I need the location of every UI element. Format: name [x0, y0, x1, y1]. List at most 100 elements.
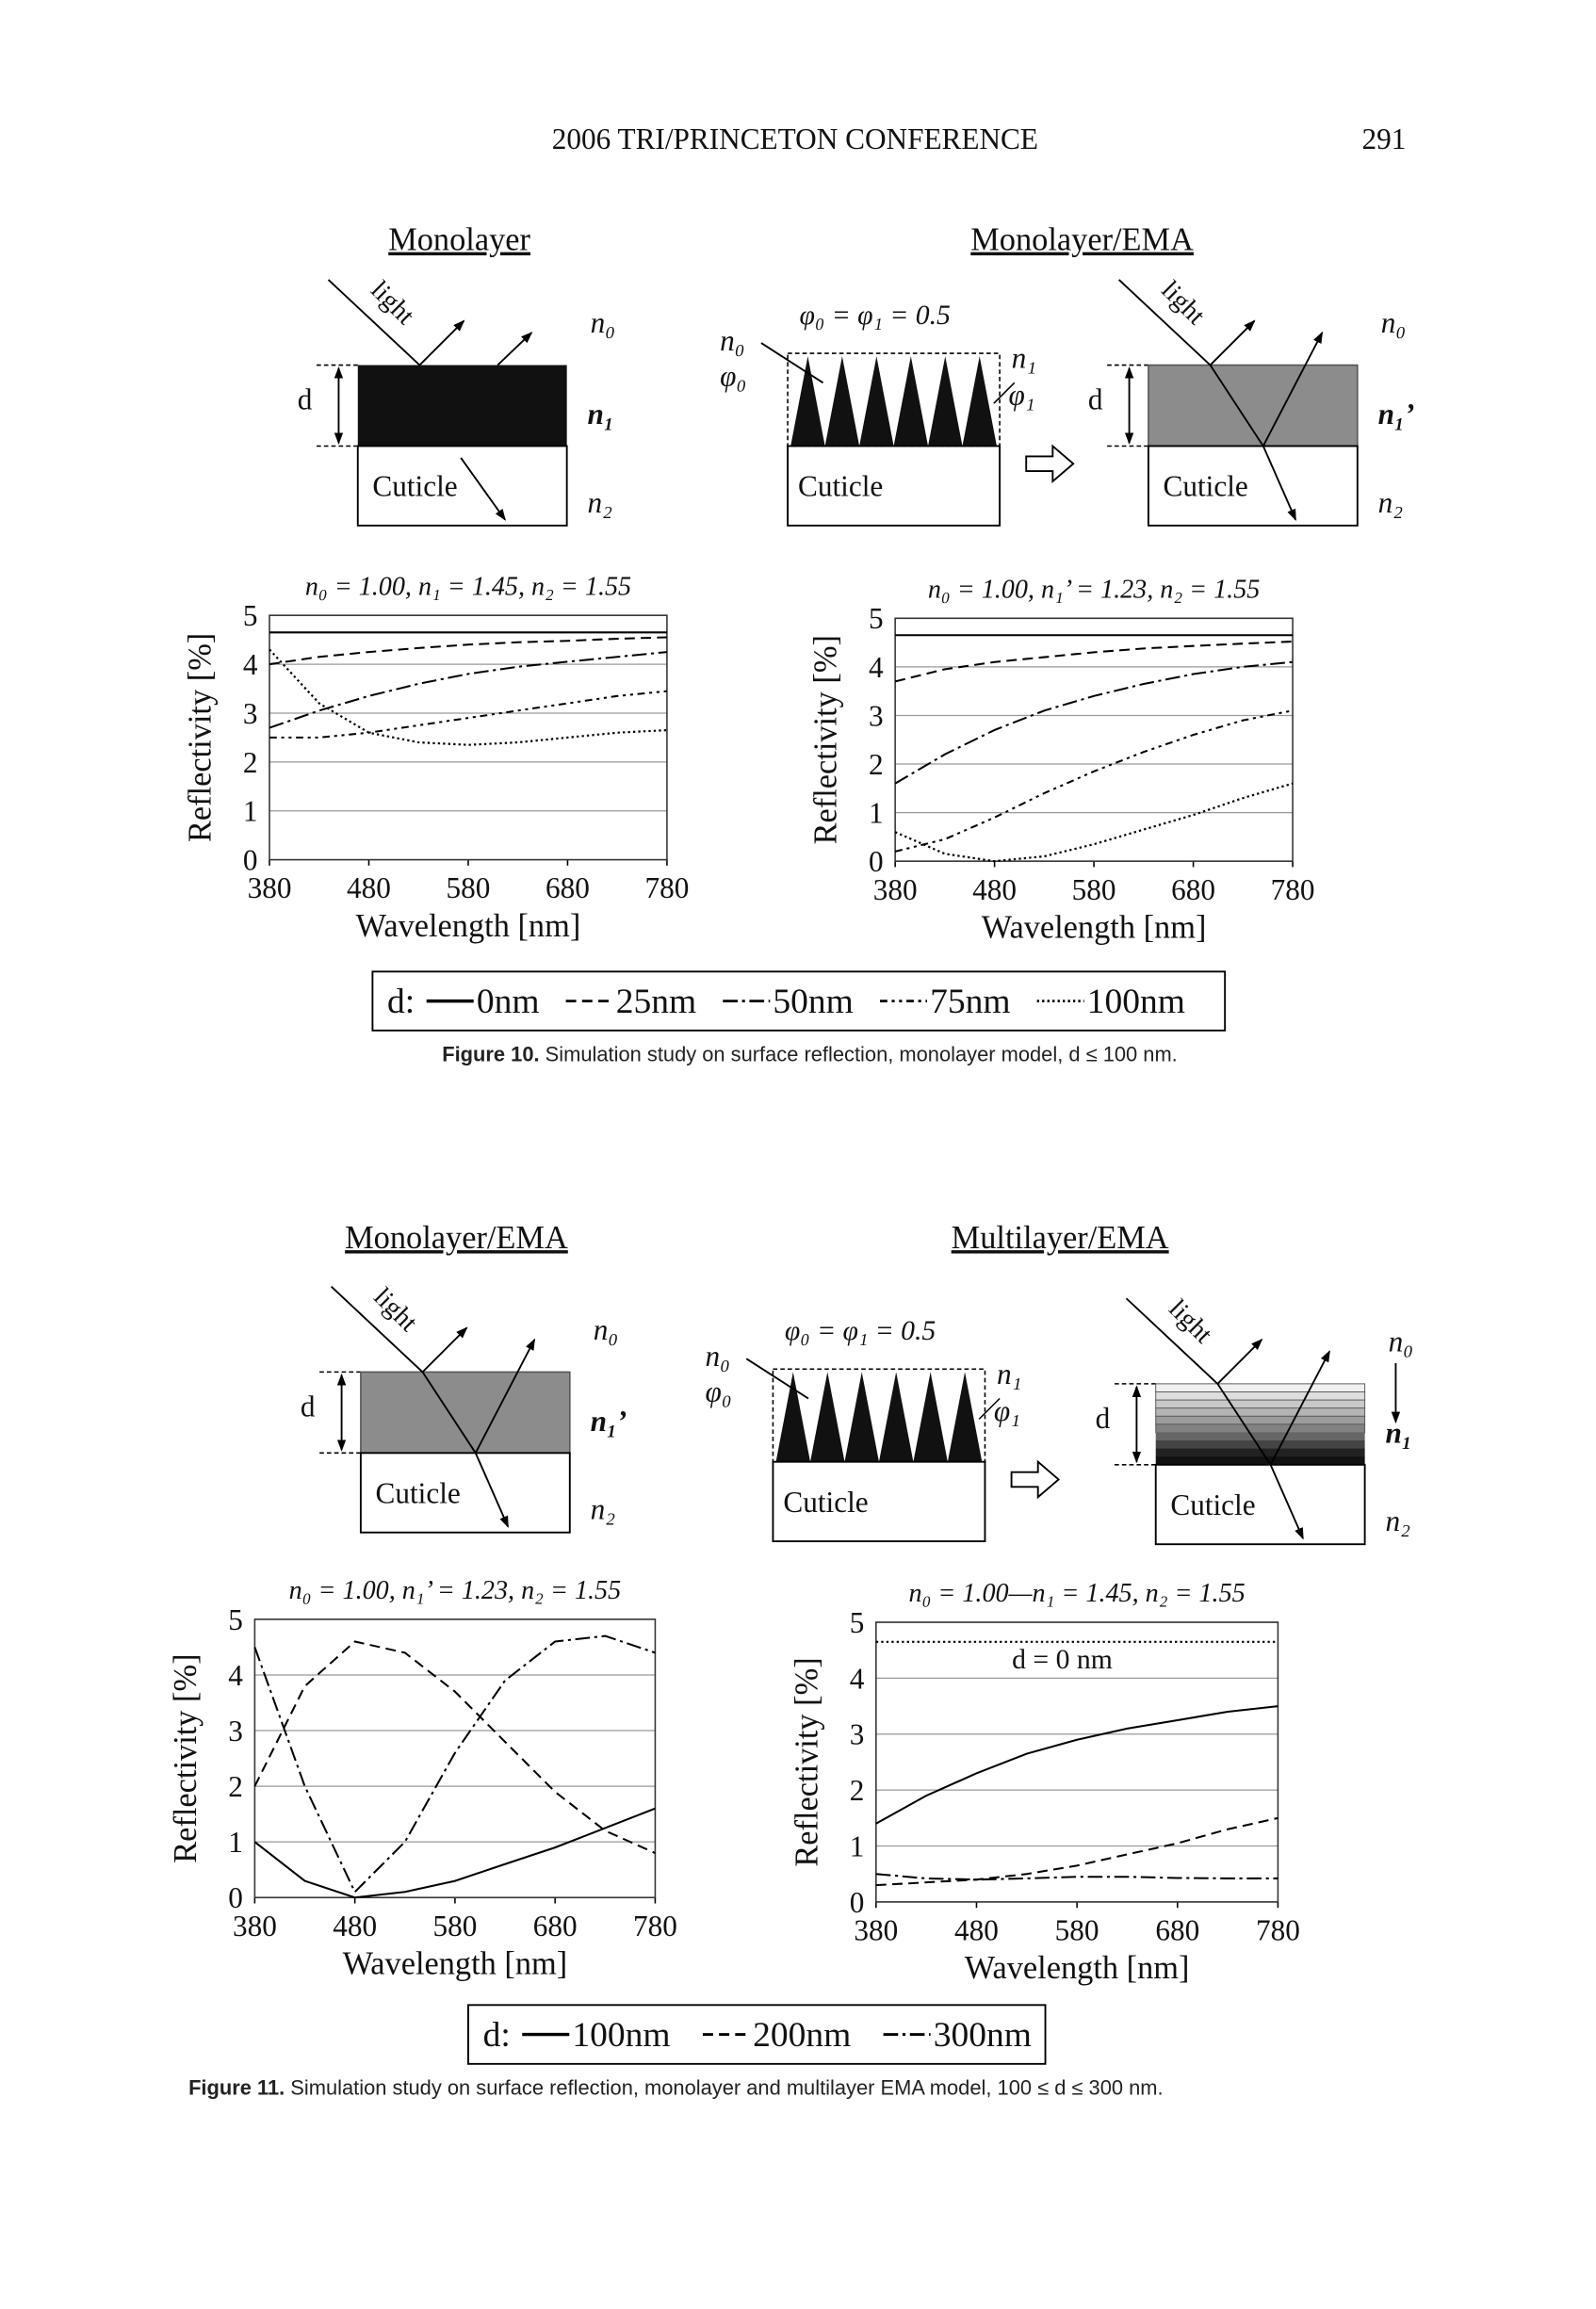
series-line	[253, 1640, 656, 1854]
x-tick-label: 580	[447, 871, 491, 904]
y-tick-label: 5	[869, 602, 884, 635]
series-line	[253, 1807, 656, 1899]
x-tick-label: 780	[1271, 873, 1315, 906]
series-line	[269, 651, 668, 729]
legend-label: 25nm	[616, 983, 696, 1021]
label: Cuticle	[372, 470, 457, 503]
line	[421, 1371, 477, 1454]
legend-box	[371, 970, 1227, 1032]
series-line	[875, 1816, 1278, 1887]
x-tick-label: 480	[954, 1914, 999, 1947]
legend-label: 75nm	[930, 983, 1010, 1021]
line	[760, 342, 824, 384]
y-tick-label: 0	[228, 1881, 243, 1914]
line	[1216, 1338, 1263, 1385]
unit-cell	[787, 352, 1001, 447]
line	[1262, 331, 1324, 447]
label: φ₀ = φ₁ = 0.5	[785, 1316, 936, 1346]
series-line	[894, 640, 1294, 683]
label: Monolayer	[388, 222, 530, 258]
caption: Figure 10. Simulation study on surface r…	[220, 1039, 1398, 1070]
y-tick-label: 4	[228, 1659, 243, 1692]
label-bg	[1005, 1643, 1119, 1677]
y-tick-label: 5	[850, 1606, 865, 1639]
line	[1216, 1383, 1272, 1466]
x-tick-label: 380	[873, 873, 918, 906]
layer-stripe	[1155, 1423, 1366, 1434]
x-tick-label: 680	[533, 1910, 578, 1943]
x-tick-label: 580	[432, 1910, 477, 1943]
caption-box: Figure 11. Simulation study on surface r…	[188, 2075, 1164, 2100]
series-label: d = 0 nm	[1012, 1645, 1113, 1675]
chart-title: n₀ = 1.00, n₁’ = 1.23, n₂ = 1.55	[928, 575, 1260, 604]
y-tick-label: 2	[228, 1770, 243, 1803]
y-tick-label: 1	[243, 795, 258, 828]
x-tick-label: 680	[1171, 873, 1215, 906]
line	[460, 457, 506, 521]
layer-stripe	[1155, 1391, 1366, 1402]
line	[327, 279, 421, 366]
page-number: 291	[1361, 122, 1406, 155]
x-tick-label: 680	[546, 871, 590, 904]
x-tick-label: 480	[972, 873, 1017, 906]
label: n₀	[594, 1313, 619, 1346]
legend-label: 100nm	[572, 2016, 670, 2055]
label: φ₀ = φ₁ = 0.5	[800, 301, 951, 331]
x-axis-label: Wavelength [nm]	[343, 1945, 568, 1981]
plot-frame	[269, 614, 668, 861]
line	[474, 1452, 510, 1528]
substrate	[1154, 1463, 1366, 1546]
y-tick-label: 3	[243, 697, 258, 730]
label: d	[298, 382, 313, 415]
y-tick-label: 3	[850, 1718, 865, 1751]
line	[993, 382, 1016, 404]
line	[418, 319, 465, 366]
legend-label: 200nm	[753, 2016, 851, 2055]
label: n₀	[1389, 1325, 1414, 1358]
label: Multilayer/EMA	[952, 1220, 1169, 1256]
caption-label: Figure 10.	[442, 1042, 540, 1066]
series-line	[269, 636, 667, 666]
line	[1262, 446, 1297, 522]
layer-stripe	[1155, 1456, 1365, 1466]
legend-title: d:	[483, 2016, 511, 2055]
series-line	[269, 690, 668, 739]
line	[1209, 365, 1264, 447]
y-tick-label: 2	[869, 748, 884, 781]
series-line	[894, 709, 1294, 853]
label: Cuticle	[1164, 470, 1248, 503]
y-axis-label: Reflectivity [%]	[183, 633, 219, 842]
x-tick-label: 480	[347, 871, 391, 904]
y-tick-label: 3	[869, 699, 884, 732]
legend-label: 100nm	[1087, 983, 1185, 1021]
layer-stripe	[1155, 1432, 1365, 1441]
moth-eye-cones	[775, 1372, 983, 1462]
label: Cuticle	[1170, 1488, 1255, 1521]
x-axis-label: Wavelength [nm]	[356, 908, 581, 944]
layer-stripe	[1155, 1415, 1366, 1425]
line	[497, 332, 533, 366]
label: φ₁	[1008, 379, 1034, 412]
layer	[357, 365, 567, 447]
label: d	[1096, 1402, 1111, 1435]
legend-label: 50nm	[773, 983, 853, 1021]
x-tick-label: 380	[233, 1910, 277, 1943]
label: n₀	[1381, 306, 1407, 339]
chart-title: n₀ = 1.00, n₁ = 1.45, n₂ = 1.55	[305, 572, 631, 601]
label: n₂	[591, 1493, 616, 1526]
label: n₀	[706, 1340, 731, 1373]
series-line	[894, 782, 1294, 863]
line	[1269, 1464, 1304, 1540]
unit-cell	[772, 1368, 986, 1463]
y-tick-label: 0	[243, 844, 258, 877]
line	[421, 1326, 468, 1374]
y-axis-label: Reflectivity [%]	[808, 635, 844, 844]
y-tick-label: 1	[869, 797, 884, 830]
layer-stripe	[1155, 1448, 1365, 1457]
substrate	[356, 445, 568, 527]
label: Monolayer/EMA	[345, 1220, 568, 1256]
plot-frame	[875, 1621, 1279, 1903]
label: φ₀	[706, 1375, 732, 1408]
caption-label: Figure 11.	[188, 2075, 285, 2100]
y-tick-label: 2	[243, 746, 258, 779]
